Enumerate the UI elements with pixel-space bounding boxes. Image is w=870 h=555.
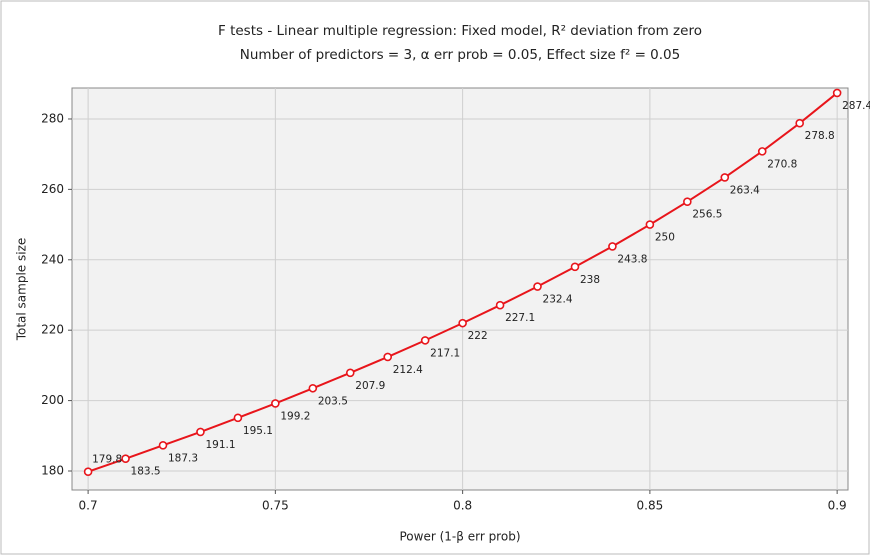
y-axis-label: Total sample size (15, 238, 29, 342)
value-label: 256.5 (692, 209, 722, 221)
marker (495, 300, 505, 310)
value-label: 232.4 (543, 294, 573, 306)
y-tick-label: 260 (41, 182, 64, 196)
marker (158, 440, 168, 450)
value-label: 222 (468, 330, 488, 342)
y-tick-label: 220 (41, 323, 64, 337)
value-label: 243.8 (617, 253, 647, 265)
y-tick-label: 200 (41, 393, 64, 407)
value-label: 203.5 (318, 395, 348, 407)
value-label: 287.4 (842, 100, 870, 112)
value-label: 212.4 (393, 364, 423, 376)
marker (832, 88, 842, 98)
value-label: 227.1 (505, 312, 535, 324)
x-axis-label: Power (1-β err prob) (400, 530, 521, 544)
value-label: 199.2 (280, 410, 310, 422)
marker (420, 336, 430, 345)
value-label: 263.4 (730, 184, 760, 196)
value-label: 179.8 (92, 454, 122, 466)
value-label: 250 (655, 232, 675, 244)
marker (308, 383, 318, 393)
plot-area (71, 87, 849, 491)
x-tick-label: 0.7 (79, 499, 98, 513)
x-tick-label: 0.8 (453, 499, 472, 513)
marker (645, 220, 655, 229)
marker (608, 242, 617, 251)
value-label: 195.1 (243, 425, 273, 437)
value-label: 187.3 (168, 452, 198, 464)
marker (83, 467, 93, 476)
marker (345, 368, 355, 378)
chart-subtitle: Number of predictors = 3, α err prob = 0… (240, 47, 680, 63)
marker (570, 262, 580, 272)
value-label: 278.8 (805, 130, 835, 142)
marker (233, 413, 243, 423)
value-label: 238 (580, 274, 600, 286)
marker (121, 454, 130, 463)
marker (196, 427, 205, 437)
marker (720, 173, 730, 182)
x-tick-label: 0.85 (637, 499, 664, 513)
y-tick-label: 180 (41, 463, 64, 477)
y-tick-label: 240 (41, 252, 64, 266)
marker (271, 399, 280, 408)
marker (533, 282, 542, 291)
value-label: 217.1 (430, 347, 460, 359)
x-tick-label: 0.75 (262, 499, 289, 513)
marker (458, 318, 467, 328)
chart-title: F tests - Linear multiple regression: Fi… (218, 23, 702, 39)
x-tick-label: 0.9 (828, 499, 847, 513)
y-tick-label: 280 (41, 111, 64, 125)
marker (757, 147, 767, 156)
marker (383, 352, 393, 362)
value-label: 191.1 (205, 439, 235, 451)
value-label: 270.8 (767, 158, 797, 170)
marker (683, 197, 692, 207)
value-label: 183.5 (131, 466, 161, 478)
marker (795, 118, 804, 128)
value-label: 207.9 (355, 380, 385, 392)
